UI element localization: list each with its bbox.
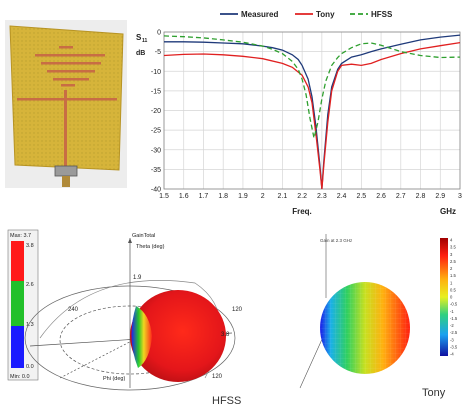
hfss-radius-1.9: 1.9 [133, 275, 142, 281]
legend-label-tony: Tony [316, 10, 335, 19]
legend-label-hfss: HFSS [371, 10, 393, 19]
tony-colorbar-tick: 1 [450, 280, 453, 285]
tony-colorbar-tick: 1.5 [450, 273, 456, 278]
hfss-angle-120b: 120 [212, 374, 223, 380]
tony-plot-title: Gain at 2.3 GHz [320, 238, 353, 243]
x-tick-label: 1.5 [159, 193, 169, 200]
y-tick-label: -35 [151, 167, 161, 174]
series-line-hfss [163, 35, 461, 139]
tony-colorbar-tick: 3 [450, 252, 453, 257]
hfss-label-phi: Phi (deg) [103, 376, 125, 382]
x-tick-label: 2 [261, 193, 265, 200]
x-tick-label: 3 [458, 193, 462, 200]
hfss-legend-tick-2: 2.6 [26, 282, 34, 288]
hfss-radius-3.8: 3.8 [221, 332, 230, 338]
x-tick-label: 2.2 [297, 193, 307, 200]
y-tick-label: -10 [151, 69, 161, 76]
hfss-colorbar: Max: 3.7 3.8 2.6 1.3 0.0 Min: 0.0 [7, 229, 39, 381]
tony-colorbar-tick: -3.5 [450, 344, 458, 349]
y-tick-label: -40 [151, 187, 161, 194]
hfss-angle-240: 240 [68, 307, 79, 313]
hfss-legend-title: Max: 3.7 [10, 233, 31, 239]
tony-colorbar-tick: -1.5 [450, 316, 458, 321]
x-tick-label: 2.9 [435, 193, 445, 200]
x-tick-label: 1.6 [179, 193, 189, 200]
x-tick-label: 2.6 [376, 193, 386, 200]
y-tick-label: -25 [151, 128, 161, 135]
tony-colorbar-tick: 0 [450, 295, 453, 300]
tony-colorbar [440, 238, 448, 356]
tony-colorbar-tick: 2.5 [450, 259, 456, 264]
hfss-label-gaintotal: GainTotal [132, 233, 155, 239]
y-tick-label: -15 [151, 88, 161, 95]
y-tick-label: -20 [151, 108, 161, 115]
x-tick-label: 1.8 [218, 193, 228, 200]
hfss-legend-tick-3: 1.3 [26, 322, 34, 328]
series-line-tony [163, 41, 461, 190]
hfss-angle-120a: 120 [232, 307, 243, 313]
x-tick-label: 2.3 [317, 193, 327, 200]
series-line-measured [164, 34, 461, 190]
hfss-label-theta: Theta (deg) [136, 244, 165, 250]
y-axis-label: S [136, 33, 142, 42]
x-tick-label: 2.5 [356, 193, 366, 200]
tony-colorbar-tick: 2 [450, 266, 453, 271]
legend-label-measured: Measured [241, 10, 278, 19]
y-axis-unit: dB [136, 50, 145, 57]
tony-colorbar-tick: 0.5 [450, 287, 456, 292]
x-axis-label: Freq. [292, 207, 312, 216]
tony-colorbar-tick: -2.5 [450, 330, 458, 335]
tony-caption: Tony [422, 387, 446, 399]
s11-chart: 1.5 1.6 1.7 1.8 1.9 2 2.1 2.2 2.3 2.4 2.5 2.6 2.7 2.8… [136, 10, 462, 216]
x-tick-label: 1.9 [238, 193, 248, 200]
y-tick-label: 0 [157, 30, 161, 37]
plot-frame [163, 31, 461, 190]
y-tick-label: -5 [155, 49, 161, 56]
tony-radiation-pattern: Gain at 2.3 GHz 4 3.5 3 2.5 2 1.5 1 0.5 0 -0.5 -1 -… [299, 234, 458, 399]
tony-colorbar-tick: -0.5 [450, 302, 458, 307]
antenna-photo [5, 20, 127, 188]
x-tick-label: 2.7 [396, 193, 406, 200]
tony-colorbar-tick: -1 [450, 309, 454, 314]
tony-colorbar-tick: -3 [450, 337, 454, 342]
y-axis-label-sub: 11 [142, 38, 148, 44]
hfss-caption: HFSS [212, 395, 241, 407]
tony-colorbar-tick: 4 [450, 238, 453, 243]
hfss-legend-tick-4: 0.0 [26, 364, 34, 370]
hfss-legend-min: Min: 0.0 [10, 374, 30, 380]
x-tick-label: 1.7 [199, 193, 209, 200]
tony-colorbar-tick: 3.5 [450, 245, 456, 250]
y-tick-label: -30 [151, 147, 161, 154]
tony-colorbar-tick: -4 [450, 352, 454, 357]
hfss-legend-tick-1: 3.8 [26, 243, 34, 249]
hfss-radiation-pattern: Max: 3.7 3.8 2.6 1.3 0.0 Min: 0.0 GainTo… [7, 229, 243, 407]
x-tick-label: 2.1 [278, 193, 288, 200]
x-tick-label: 2.4 [337, 193, 347, 200]
x-tick-label: 2.8 [416, 193, 426, 200]
hfss-gain-body [130, 290, 226, 382]
x-axis-unit: GHz [440, 207, 456, 216]
tony-colorbar-tick: -2 [450, 323, 454, 328]
